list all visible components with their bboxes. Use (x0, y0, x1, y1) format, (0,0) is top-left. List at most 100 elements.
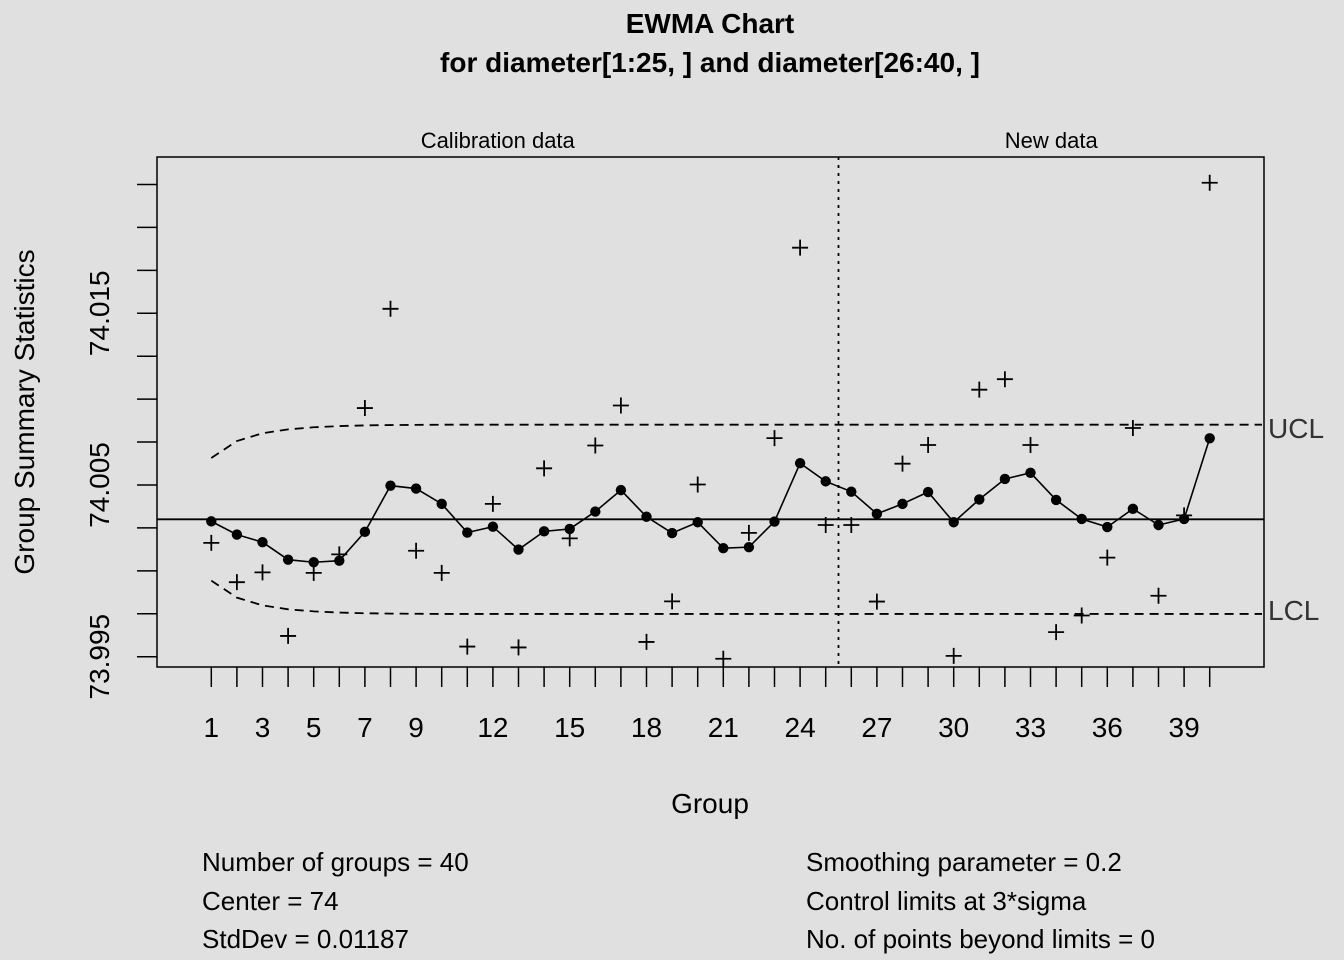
ewma-point (359, 526, 371, 538)
ewma-point (308, 557, 319, 568)
ewma-point (718, 542, 729, 554)
ewma-point (1050, 494, 1062, 506)
lcl-label: LCL (1268, 595, 1319, 626)
ewma-point (897, 498, 908, 510)
x-tick-label: 3 (255, 712, 271, 743)
x-tick-label: 12 (477, 712, 508, 743)
ewma-point (1204, 433, 1215, 444)
ewma-point (922, 486, 934, 498)
group-stat-point (1073, 607, 1090, 624)
ewma-point (615, 484, 627, 496)
ewma-point (1102, 521, 1113, 533)
ewma-point (666, 527, 678, 539)
group-stat-point (638, 633, 655, 650)
group-stat-point (408, 542, 425, 559)
ewma-line (210, 438, 1211, 564)
group-stat-point (536, 460, 553, 477)
ewma-point (257, 536, 268, 548)
group-stat-point (689, 476, 706, 493)
group-stat-point (971, 381, 988, 398)
y-axis-label: Group Summary Statistics (9, 249, 40, 574)
stat-smoothing-parameter: Smoothing parameter = 0.2 (806, 847, 1122, 877)
group-stat-point (894, 455, 911, 472)
group-stat-point (459, 638, 476, 655)
stat-stddev: StdDev = 0.01187 (202, 924, 409, 954)
stat-control-limits: Control limits at 3*sigma (806, 886, 1087, 916)
y-tick-label: 73.995 (84, 614, 115, 700)
group-stat-point (996, 371, 1013, 388)
ewma-point (974, 494, 985, 505)
group-stat-point (254, 564, 271, 581)
group-stat-point (1022, 436, 1039, 453)
ewma-point (1127, 503, 1139, 515)
ewma-point (999, 473, 1011, 485)
ewma-point (282, 554, 294, 565)
ewma-point (487, 521, 499, 532)
group-stat-point (945, 647, 962, 664)
stat-center: Center = 74 (202, 886, 339, 916)
ewma-point (794, 457, 806, 469)
group-stat-point (1099, 549, 1116, 566)
ewma-point (206, 516, 217, 527)
x-tick-label: 5 (306, 712, 322, 743)
group-stat-point (1124, 419, 1141, 436)
x-tick-label: 21 (708, 712, 739, 743)
ewma-point (564, 523, 575, 535)
ewma-point (231, 529, 243, 540)
ewma-point (513, 544, 524, 555)
group-stat-point (1201, 174, 1218, 191)
ucl-label: UCL (1268, 413, 1324, 444)
ewma-point (769, 516, 780, 527)
ewma-point (641, 511, 652, 522)
ucl-line (210, 423, 1262, 459)
ewma-point (334, 555, 345, 566)
ewma-point (1076, 513, 1087, 525)
x-tick-label: 30 (938, 712, 969, 743)
group-stat-point (740, 524, 757, 541)
ewma-point (1025, 467, 1036, 478)
x-tick-label: 7 (357, 712, 373, 743)
x-tick-label: 1 (204, 712, 220, 743)
group-stat-point (228, 574, 245, 591)
group-stat-point (587, 437, 604, 454)
ewma-point (538, 526, 550, 537)
y-tick-label: 74.015 (84, 270, 115, 356)
x-tick-label: 33 (1015, 712, 1046, 743)
group-stat-point (766, 430, 783, 447)
ewma-point (436, 498, 447, 510)
ewma-point (590, 506, 601, 517)
ewma-point (385, 480, 396, 491)
x-tick-label: 9 (408, 712, 424, 743)
lcl-line (210, 579, 1262, 615)
ewma-point (1153, 519, 1164, 531)
group-stat-point (920, 436, 937, 453)
ewma-point (410, 483, 422, 494)
group-stat-point (356, 400, 373, 417)
x-tick-label: 27 (861, 712, 892, 743)
y-tick-label: 74.005 (84, 442, 115, 528)
group-stat-point (817, 516, 834, 533)
x-axis-label: Group (671, 788, 749, 819)
stat-number-of-groups: Number of groups = 40 (202, 847, 469, 877)
stat-points-beyond-limits: No. of points beyond limits = 0 (806, 924, 1155, 954)
x-tick-label: 24 (785, 712, 816, 743)
group-stat-point (612, 397, 629, 414)
ewma-point (462, 527, 473, 538)
x-tick-label: 15 (554, 712, 585, 743)
group-stat-point (792, 239, 809, 256)
ewma-point (743, 541, 755, 553)
ewma-point (948, 517, 959, 528)
x-tick-label: 39 (1169, 712, 1200, 743)
ewma-point (1178, 513, 1190, 525)
chart-title: EWMA Chart (626, 8, 795, 39)
group-stat-point (664, 593, 681, 610)
group-stat-point (305, 564, 322, 581)
ewma-point (871, 508, 883, 520)
ewma-point (692, 517, 703, 528)
group-stat-point (868, 593, 885, 610)
group-stat-point (382, 300, 399, 317)
x-tick-label: 18 (631, 712, 662, 743)
x-tick-label: 36 (1092, 712, 1123, 743)
calibration-data-label: Calibration data (421, 128, 576, 153)
